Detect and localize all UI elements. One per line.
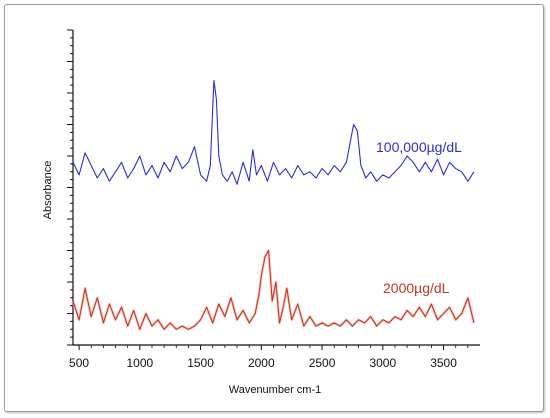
x-tick-label: 500 — [69, 356, 89, 370]
x-tick-label: 1500 — [187, 356, 214, 370]
x-tick-label: 3500 — [430, 356, 457, 370]
series-label-high-concentration: 100,000µg/dL — [376, 139, 462, 155]
x-tick-label: 3000 — [369, 356, 396, 370]
y-axis — [67, 29, 74, 346]
x-tick-label: 2000 — [248, 356, 275, 370]
series-label-low-concentration: 2000µg/dL — [383, 280, 450, 296]
chart-frame — [4, 4, 544, 412]
series-line-0 — [72, 79, 475, 185]
series-line-1 — [72, 249, 475, 330]
x-tick-label: 2500 — [309, 356, 336, 370]
y-axis-title: Absorbance — [42, 161, 54, 220]
x-tick-label: 1000 — [126, 356, 153, 370]
x-axis: 500 1000 1500 2000 2500 3000 3500 — [69, 344, 480, 370]
series-layer — [71, 79, 476, 331]
x-axis-title: Wavenumber cm-1 — [229, 384, 322, 396]
